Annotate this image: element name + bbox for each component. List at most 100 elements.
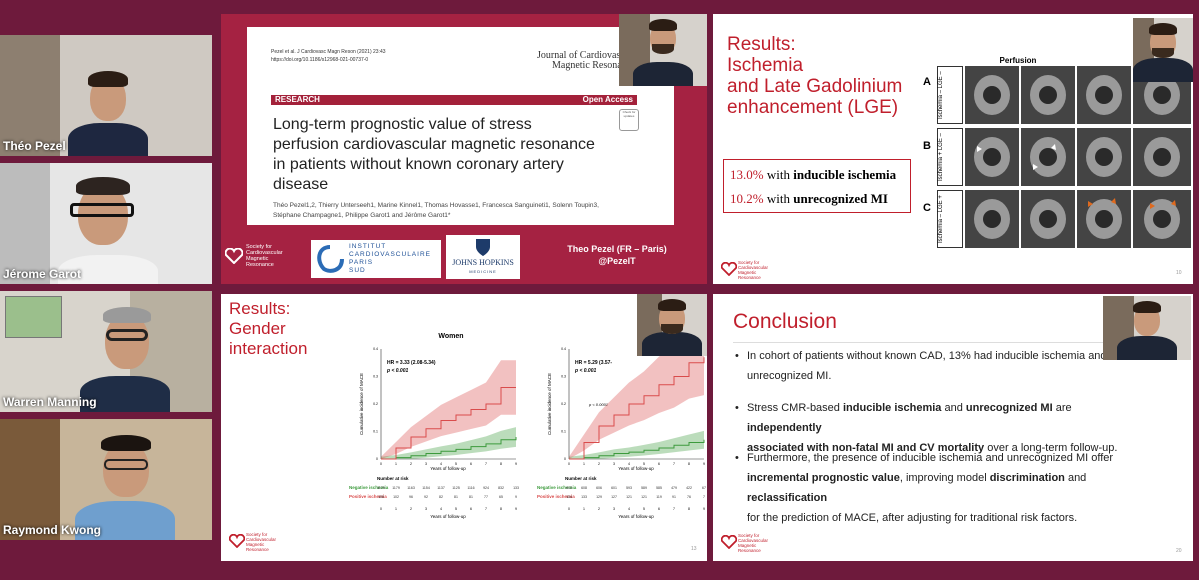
x-tick-label: 6 [658,507,660,511]
presenter-video[interactable] [637,294,707,356]
row-label: Ischemia + LGE – [937,128,963,186]
x-tick-label: 2 [410,462,412,466]
x-tick-label: 5 [455,507,457,511]
at-risk-count: 133 [581,495,587,499]
x-tick-label: 9 [703,507,705,511]
page-number: 20 [1176,548,1182,554]
slide-paper-title[interactable]: Pezel et al. J Cardiovasc Magn Reson (20… [221,14,707,284]
at-risk-count: 422 [686,486,692,490]
row-label: Ischemia – LGE – [937,66,963,124]
stat-label: unrecognized MI [793,191,888,206]
scmr-heart-icon [721,535,737,549]
at-risk-count: 1163 [407,486,415,490]
x-axis-label: Years of follow-up [618,466,654,471]
x-tick-label: 4 [628,507,630,511]
hopkins-name: JOHNS HOPKINS [452,258,514,267]
x-tick-label: 9 [515,507,517,511]
pos-ischemia-label: Positive ischemia [537,494,575,499]
confidence-band [381,360,516,459]
at-risk-count: 1125 [452,486,460,490]
confidence-band [381,427,516,459]
at-risk-count: 1137 [437,486,445,490]
y-tick-label: 0.3 [373,375,378,379]
presenter-video[interactable] [1103,296,1191,360]
at-risk-count: 832 [498,486,504,490]
check-updates-badge[interactable]: Check for updates [619,109,639,131]
slide-title: Results: Gender interaction [229,299,308,358]
chart-title: Women [438,333,463,340]
series-line [381,387,516,460]
wall [0,35,60,156]
stats-box: 13.0% with inducible ischemia 10.2% with… [723,159,911,213]
series-line [569,357,705,460]
y-tick-label: 0.1 [561,430,566,434]
avatar-hair [649,19,677,31]
x-tick-label: 2 [598,507,600,511]
avatar-body [75,501,175,540]
x-tick-label: 7 [673,462,675,466]
stat-value: 13.0% [730,167,764,182]
row-letter: C [923,202,931,214]
at-risk-count: 134 [566,495,572,499]
presenter-credit: Theo Pezel (FR – Paris) @PezelT [567,244,667,266]
neg-ischemia-label: Negative ischemia [349,485,389,490]
participant-tile-4[interactable]: Raymond Kwong [0,419,212,540]
avatar-body [642,332,702,356]
y-tick-label: 0.4 [373,347,378,351]
at-risk-count: 127 [611,495,617,499]
participant-tile-3[interactable]: Warren Manning [0,291,212,412]
x-tick-label: 1 [583,507,585,511]
slide-title: Conclusion [733,310,837,333]
glasses-icon [104,459,148,470]
x-tick-label: 4 [440,507,442,511]
at-risk-count: 81 [469,495,473,499]
icps-text: Institut Cardiovasculaire Paris Sud [349,243,431,274]
x-axis-label: Years of follow-up [430,514,466,519]
at-risk-count: 76 [687,495,691,499]
divider [733,342,1133,343]
stat-value: 10.2% [730,191,764,206]
x-tick-label: 0 [568,507,570,511]
avatar-body [58,255,158,284]
page-number: 10 [1176,270,1182,276]
x-tick-label: 0 [568,462,570,466]
x-tick-label: 1 [395,462,397,466]
participant-tile-2[interactable]: Jérome Garot [0,163,212,284]
at-risk-count: 608 [581,486,587,490]
x-tick-label: 8 [688,507,690,511]
x-tick-label: 1 [583,462,585,466]
avatar-hair [76,177,130,195]
participant-name: Théo Pezel [3,139,66,153]
at-risk-count: 65 [499,495,503,499]
row-label: Ischemia – LGE + [937,190,963,248]
at-risk-count: 1179 [392,486,400,490]
perfusion-header: Perfusion [999,56,1037,65]
avatar-body [633,62,693,86]
x-tick-label: 6 [470,507,472,511]
x-tick-label: 2 [598,462,600,466]
participant-tile-1[interactable]: Théo Pezel [0,35,212,156]
confidence-band [569,430,704,459]
slide-gender-interaction[interactable]: Results: Gender interaction Women Cumula… [221,294,707,561]
y-axis-label: Cumulative incidence of MACE [547,373,552,435]
at-risk-count: 9 [515,495,517,499]
x-tick-label: 9 [703,462,705,466]
at-risk-count: 82 [439,495,443,499]
avatar-body [1117,336,1177,360]
x-tick-label: 6 [470,462,472,466]
presenter-video[interactable] [619,14,707,86]
avatar-hair [88,71,128,87]
presenter-video[interactable] [1133,18,1193,82]
glasses-icon [70,203,134,217]
number-at-risk-label: Number at risk [565,476,597,481]
slide-results-lge[interactable]: Results: Ischemia and Late Gadolinium en… [713,14,1193,284]
km-chart-women: Women Cumulative incidence of MACE Years… [349,333,519,519]
avatar-hair [103,307,151,323]
at-risk-count: 81 [454,495,458,499]
at-risk-count: 102 [393,495,399,499]
citation: Pezel et al. J Cardiovasc Magn Reson (20… [271,49,386,55]
at-risk-count: 108 [378,495,384,499]
at-risk-count: 601 [611,486,617,490]
scmr-heart-icon [225,248,243,264]
scmr-heart-icon [721,262,737,276]
